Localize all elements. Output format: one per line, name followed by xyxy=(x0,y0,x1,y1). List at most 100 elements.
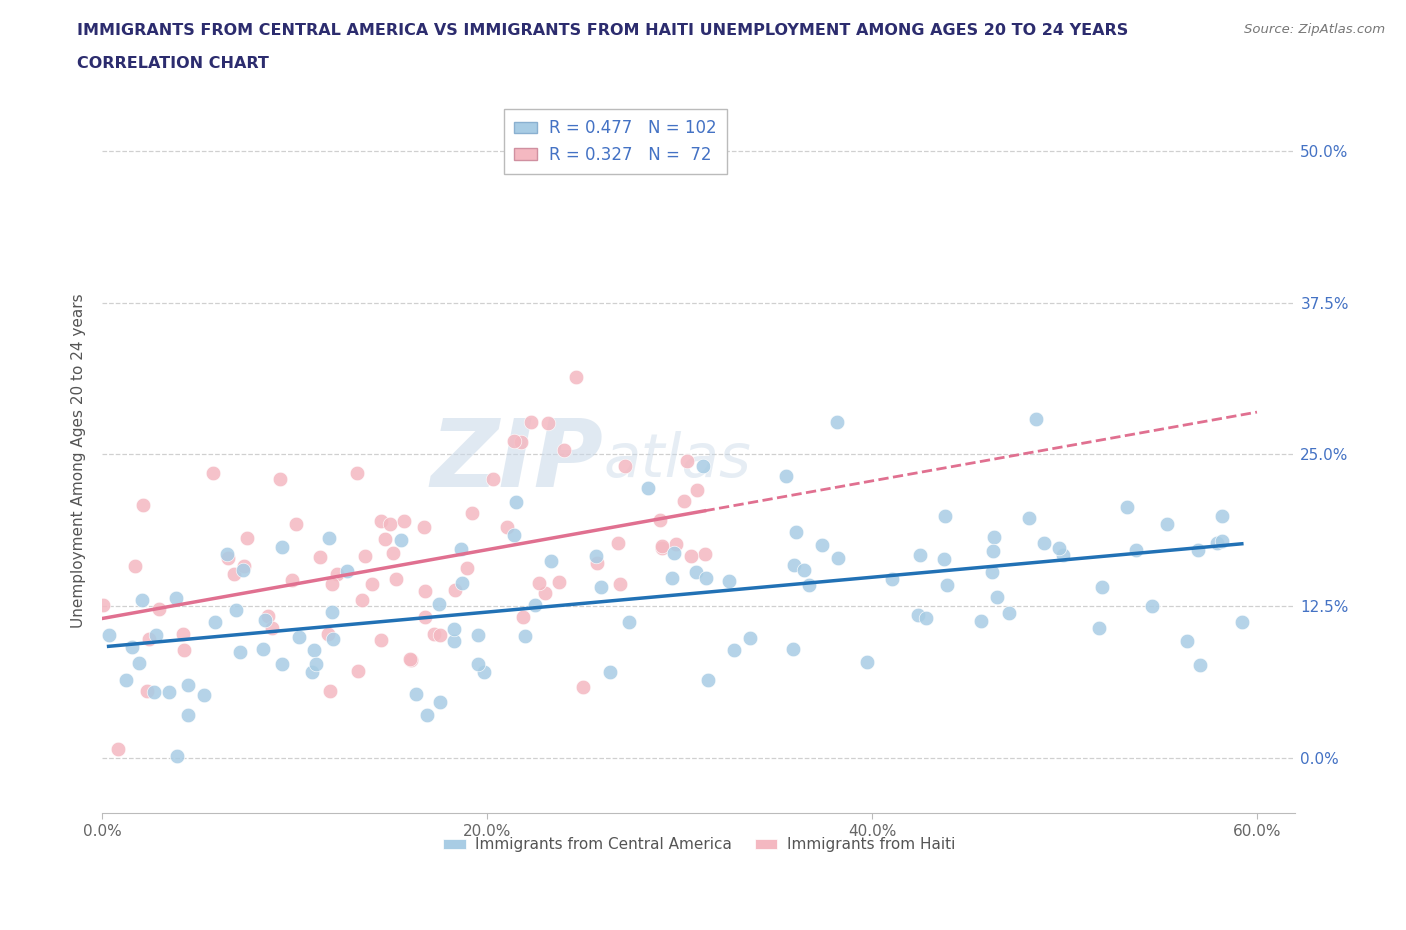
Point xyxy=(222,566,245,581)
Point xyxy=(382,545,405,560)
Point xyxy=(782,642,804,657)
Point xyxy=(389,533,412,548)
Point xyxy=(589,579,612,594)
Point xyxy=(429,695,451,710)
Point xyxy=(673,494,696,509)
Point xyxy=(451,575,474,590)
Point xyxy=(131,593,153,608)
Point xyxy=(547,575,569,590)
Point xyxy=(585,549,607,564)
Point xyxy=(288,630,311,644)
Point xyxy=(172,626,194,641)
Point xyxy=(512,609,534,624)
Point xyxy=(467,627,489,642)
Point xyxy=(607,536,630,551)
Point xyxy=(321,577,343,591)
Point xyxy=(1230,615,1253,630)
Point xyxy=(346,664,368,679)
Text: ZIP: ZIP xyxy=(430,415,603,507)
Point xyxy=(782,558,804,573)
Point xyxy=(284,516,307,531)
Point xyxy=(515,629,537,644)
Point xyxy=(394,514,416,529)
Point xyxy=(1142,599,1164,614)
Point xyxy=(305,657,328,671)
Point xyxy=(157,684,180,699)
Point xyxy=(1025,412,1047,427)
Point xyxy=(571,679,593,694)
Point xyxy=(986,590,1008,604)
Point xyxy=(232,563,254,578)
Point xyxy=(202,466,225,481)
Point xyxy=(271,657,294,671)
Point xyxy=(413,584,436,599)
Point xyxy=(233,559,256,574)
Legend: Immigrants from Central America, Immigrants from Haiti: Immigrants from Central America, Immigra… xyxy=(436,831,962,858)
Point xyxy=(427,596,450,611)
Point xyxy=(523,598,546,613)
Point xyxy=(308,550,330,565)
Point xyxy=(1175,633,1198,648)
Point xyxy=(450,541,472,556)
Point xyxy=(553,443,575,458)
Point xyxy=(107,742,129,757)
Point xyxy=(775,469,797,484)
Point xyxy=(413,519,436,534)
Point xyxy=(336,564,359,578)
Point xyxy=(165,591,187,605)
Point xyxy=(399,652,422,667)
Point xyxy=(1211,533,1233,548)
Point xyxy=(225,603,247,618)
Point xyxy=(262,620,284,635)
Point xyxy=(429,628,451,643)
Point xyxy=(321,604,343,619)
Point xyxy=(229,644,252,659)
Point xyxy=(676,454,699,469)
Point xyxy=(482,472,505,486)
Point xyxy=(380,517,402,532)
Point xyxy=(370,632,392,647)
Point xyxy=(269,472,291,486)
Point xyxy=(505,495,527,510)
Y-axis label: Unemployment Among Ages 20 to 24 years: Unemployment Among Ages 20 to 24 years xyxy=(72,293,86,628)
Point xyxy=(444,582,467,597)
Point xyxy=(217,551,239,565)
Point xyxy=(461,505,484,520)
Point xyxy=(785,525,807,539)
Point xyxy=(1018,511,1040,525)
Point xyxy=(370,513,392,528)
Text: CORRELATION CHART: CORRELATION CHART xyxy=(77,56,269,71)
Point xyxy=(827,551,849,565)
Point xyxy=(423,627,446,642)
Point xyxy=(617,615,640,630)
Point xyxy=(1211,509,1233,524)
Point xyxy=(914,611,936,626)
Point xyxy=(932,551,955,566)
Point xyxy=(301,665,323,680)
Point xyxy=(650,512,672,527)
Point xyxy=(138,631,160,646)
Point xyxy=(177,677,200,692)
Point xyxy=(697,672,720,687)
Point xyxy=(413,610,436,625)
Point xyxy=(253,613,276,628)
Point xyxy=(685,565,707,579)
Point xyxy=(302,643,325,658)
Point xyxy=(1032,535,1054,550)
Point xyxy=(981,543,1004,558)
Point xyxy=(193,687,215,702)
Point xyxy=(385,571,408,586)
Point xyxy=(907,607,929,622)
Point xyxy=(1115,499,1137,514)
Point xyxy=(115,672,138,687)
Point xyxy=(908,548,931,563)
Point xyxy=(173,643,195,658)
Point xyxy=(472,665,495,680)
Point xyxy=(271,539,294,554)
Point xyxy=(599,665,621,680)
Point xyxy=(405,686,427,701)
Point xyxy=(124,559,146,574)
Point xyxy=(793,563,815,578)
Point xyxy=(609,577,631,591)
Point xyxy=(177,708,200,723)
